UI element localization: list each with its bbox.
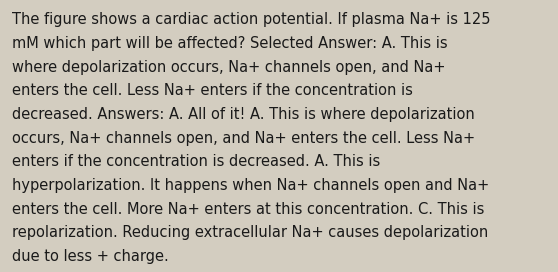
- Text: decreased. Answers: A. All of it! A. This is where depolarization: decreased. Answers: A. All of it! A. Thi…: [12, 107, 475, 122]
- Text: where depolarization occurs, Na+ channels open, and Na+: where depolarization occurs, Na+ channel…: [12, 60, 446, 75]
- Text: repolarization. Reducing extracellular Na+ causes depolarization: repolarization. Reducing extracellular N…: [12, 225, 488, 240]
- Text: enters if the concentration is decreased. A. This is: enters if the concentration is decreased…: [12, 154, 381, 169]
- Text: due to less + charge.: due to less + charge.: [12, 249, 169, 264]
- Text: enters the cell. Less Na+ enters if the concentration is: enters the cell. Less Na+ enters if the …: [12, 83, 413, 98]
- Text: enters the cell. More Na+ enters at this concentration. C. This is: enters the cell. More Na+ enters at this…: [12, 202, 485, 217]
- Text: mM which part will be affected? Selected Answer: A. This is: mM which part will be affected? Selected…: [12, 36, 448, 51]
- Text: The figure shows a cardiac action potential. If plasma Na+ is 125: The figure shows a cardiac action potent…: [12, 12, 491, 27]
- Text: occurs, Na+ channels open, and Na+ enters the cell. Less Na+: occurs, Na+ channels open, and Na+ enter…: [12, 131, 475, 146]
- Text: hyperpolarization. It happens when Na+ channels open and Na+: hyperpolarization. It happens when Na+ c…: [12, 178, 489, 193]
